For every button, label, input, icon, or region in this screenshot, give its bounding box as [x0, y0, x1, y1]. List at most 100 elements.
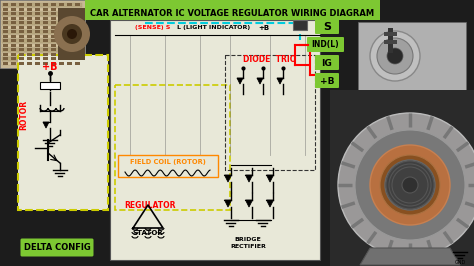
Bar — [43, 53, 48, 56]
Bar — [11, 3, 16, 6]
Bar — [43, 44, 48, 47]
Bar — [2, 48, 82, 52]
Bar — [225, 55, 315, 170]
Bar — [2, 7, 82, 11]
Bar — [27, 44, 32, 47]
Bar — [3, 17, 8, 20]
Bar — [51, 26, 56, 29]
Bar — [43, 35, 48, 38]
Bar — [11, 57, 16, 60]
Text: L (LIGHT INDICATOR): L (LIGHT INDICATOR) — [177, 26, 250, 31]
Polygon shape — [277, 78, 283, 84]
Bar — [2, 35, 82, 38]
Polygon shape — [360, 248, 460, 265]
Circle shape — [380, 155, 440, 215]
Bar — [51, 53, 56, 56]
Bar — [75, 53, 80, 56]
Bar — [2, 39, 82, 43]
Bar — [2, 26, 82, 29]
Circle shape — [385, 160, 435, 210]
Bar — [27, 39, 32, 42]
Bar — [67, 17, 72, 20]
Bar — [11, 44, 16, 47]
Bar — [67, 57, 72, 60]
Bar — [2, 12, 82, 15]
Text: (SENSE) S: (SENSE) S — [135, 26, 170, 31]
Bar — [19, 21, 24, 24]
Bar — [19, 53, 24, 56]
Circle shape — [370, 145, 450, 225]
Bar — [59, 21, 64, 24]
Bar — [43, 8, 48, 11]
Bar — [2, 21, 82, 24]
Bar — [3, 12, 8, 15]
Bar — [35, 35, 40, 38]
Bar — [75, 26, 80, 29]
Bar — [35, 3, 40, 6]
Circle shape — [54, 16, 90, 52]
Text: IG: IG — [322, 59, 332, 68]
Bar — [58, 8, 85, 60]
Bar — [75, 48, 80, 51]
Bar — [67, 8, 72, 11]
Bar — [27, 53, 32, 56]
Bar — [19, 8, 24, 11]
Bar — [59, 17, 64, 20]
Bar — [67, 62, 72, 65]
Bar — [59, 3, 64, 6]
Circle shape — [370, 31, 420, 81]
Bar — [51, 30, 56, 33]
Bar — [3, 53, 8, 56]
Bar — [75, 12, 80, 15]
Bar — [19, 3, 24, 6]
Bar — [35, 30, 40, 33]
Bar — [35, 17, 40, 20]
Bar — [51, 48, 56, 51]
Bar — [35, 26, 40, 29]
Polygon shape — [225, 175, 231, 182]
Text: REGULATOR: REGULATOR — [124, 201, 176, 210]
FancyBboxPatch shape — [315, 19, 339, 34]
Bar — [384, 40, 397, 44]
Bar — [43, 30, 48, 33]
Bar — [3, 30, 8, 33]
Bar — [27, 62, 32, 65]
FancyBboxPatch shape — [20, 239, 93, 256]
Bar — [19, 17, 24, 20]
Bar — [3, 3, 8, 6]
Bar — [2, 16, 82, 20]
Bar — [59, 30, 64, 33]
Bar — [59, 57, 64, 60]
Bar — [19, 44, 24, 47]
Bar — [27, 21, 32, 24]
Bar — [75, 35, 80, 38]
Text: FIELD COIL (ROTOR): FIELD COIL (ROTOR) — [130, 159, 206, 165]
Circle shape — [338, 113, 474, 257]
Bar — [51, 8, 56, 11]
Bar — [51, 35, 56, 38]
Bar — [2, 61, 82, 65]
FancyBboxPatch shape — [315, 55, 339, 70]
Text: DELTA CONFIG: DELTA CONFIG — [24, 243, 91, 252]
Bar — [11, 30, 16, 33]
Bar — [75, 3, 80, 6]
Bar — [3, 62, 8, 65]
Bar — [67, 26, 72, 29]
Bar — [35, 21, 40, 24]
Circle shape — [355, 130, 465, 240]
Bar — [51, 12, 56, 15]
Polygon shape — [43, 122, 49, 128]
FancyBboxPatch shape — [307, 37, 344, 52]
Bar — [75, 8, 80, 11]
Bar — [11, 48, 16, 51]
Bar — [19, 35, 24, 38]
Bar — [51, 44, 56, 47]
Bar — [67, 39, 72, 42]
Bar — [2, 57, 82, 60]
FancyBboxPatch shape — [315, 73, 339, 88]
Bar — [67, 35, 72, 38]
Bar — [115, 85, 230, 210]
Bar — [2, 3, 82, 6]
Bar — [35, 62, 40, 65]
Bar — [59, 26, 64, 29]
